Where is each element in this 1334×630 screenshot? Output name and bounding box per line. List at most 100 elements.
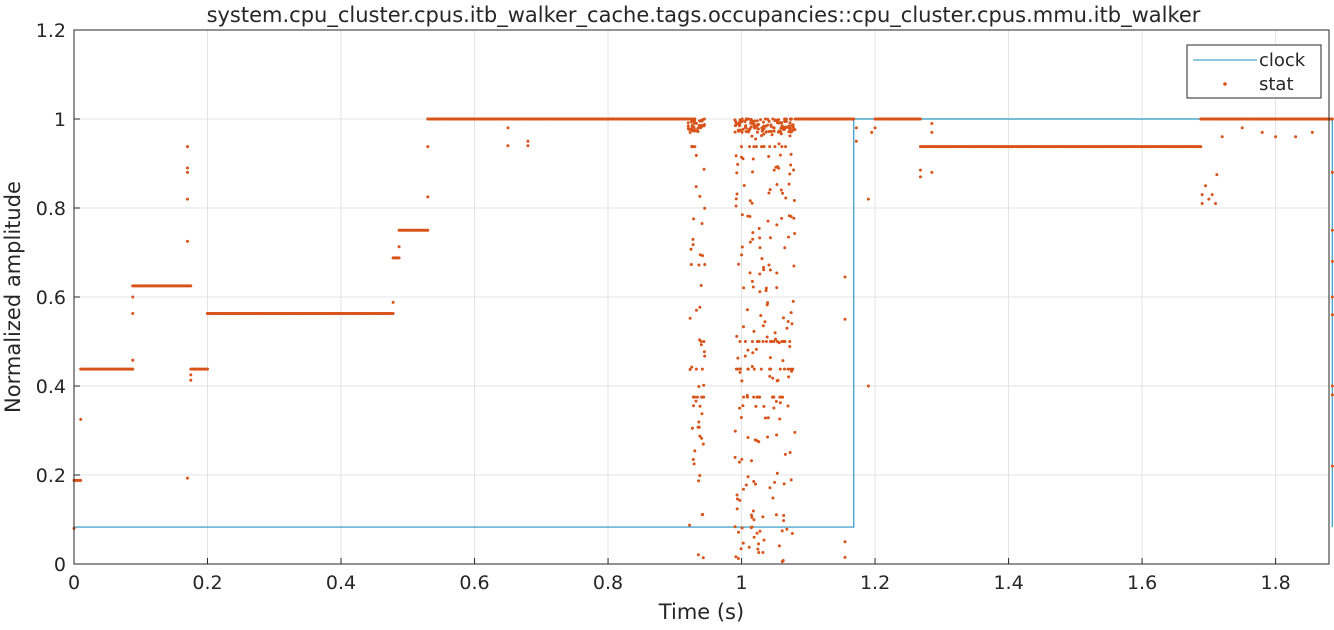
stat-point xyxy=(703,206,707,210)
stat-point xyxy=(761,126,765,130)
stat-point xyxy=(735,497,739,501)
stat-point xyxy=(775,182,779,186)
stat-point xyxy=(776,130,780,134)
x-tick-label: 1 xyxy=(736,572,748,594)
stat-point xyxy=(774,399,778,403)
stat-point xyxy=(786,320,790,323)
legend-stat-label: stat xyxy=(1259,74,1294,95)
stat-point xyxy=(757,395,761,399)
stat-point xyxy=(733,118,737,122)
x-tick-label: 0 xyxy=(68,572,80,594)
stat-point xyxy=(767,119,771,123)
stat-point xyxy=(772,406,776,410)
stat-point xyxy=(755,340,759,343)
stat-point xyxy=(752,518,756,522)
stat-point xyxy=(760,134,764,138)
stat-point xyxy=(700,436,704,440)
stat-point xyxy=(692,462,696,466)
y-axis-ticks: 0 0.2 0.4 0.6 0.8 1 1.2 xyxy=(36,20,80,576)
stat-point xyxy=(740,155,744,159)
stat-point xyxy=(689,263,693,267)
stat-point xyxy=(746,214,750,218)
stat-point xyxy=(918,175,922,179)
stat-point xyxy=(695,395,699,399)
stat-point xyxy=(783,340,787,343)
stat-point xyxy=(694,399,698,403)
stat-point xyxy=(698,434,702,438)
x-tick-label: 0.6 xyxy=(459,572,489,594)
stat-point xyxy=(765,335,769,339)
stat-point xyxy=(699,283,703,287)
stat-point xyxy=(780,340,784,343)
stat-point xyxy=(1200,202,1204,206)
stat-point xyxy=(1207,197,1211,201)
stat-point xyxy=(1294,135,1298,139)
stat-point xyxy=(741,487,745,491)
stat-point xyxy=(742,395,746,399)
stat-point xyxy=(700,395,704,399)
stat-point xyxy=(700,222,704,226)
stat-point xyxy=(773,331,777,335)
stat-point xyxy=(739,145,743,149)
stat-point xyxy=(787,214,791,218)
stat-point xyxy=(1330,259,1334,263)
stat-point xyxy=(754,347,758,351)
stat-point xyxy=(688,131,692,135)
stat-point xyxy=(752,124,756,128)
stat-point xyxy=(748,145,752,149)
stat-point xyxy=(930,121,934,125)
y-tick-label: 0.2 xyxy=(36,465,66,487)
stat-point xyxy=(702,395,706,399)
stat-point xyxy=(1330,228,1334,232)
stat-point xyxy=(782,514,786,518)
stat-point xyxy=(1240,126,1244,130)
stat-point xyxy=(758,290,762,294)
stat-point xyxy=(742,286,746,290)
stat-point xyxy=(690,145,694,149)
stat-point xyxy=(690,426,694,430)
stat-point xyxy=(775,119,779,123)
stat-point xyxy=(734,555,738,559)
stat-point xyxy=(749,513,753,517)
stat-point xyxy=(782,367,786,371)
stat-point xyxy=(740,130,744,134)
stat-point xyxy=(526,144,530,148)
stat-point xyxy=(697,384,701,388)
stat-point xyxy=(746,348,750,352)
stat-point xyxy=(753,438,757,442)
stat-point xyxy=(789,163,793,167)
stat-point xyxy=(757,227,761,231)
stat-point xyxy=(760,145,764,149)
stat-point xyxy=(735,367,739,371)
stat-point xyxy=(780,216,784,220)
legend-clock-label: clock xyxy=(1259,50,1306,71)
stat-point xyxy=(1204,184,1207,188)
stat-point xyxy=(743,354,747,358)
stat-point xyxy=(185,145,189,149)
stat-point xyxy=(747,545,751,549)
stat-point xyxy=(788,134,792,138)
stat-point xyxy=(866,384,870,388)
stat-point xyxy=(789,311,793,315)
stat-point xyxy=(843,540,847,544)
stat-point xyxy=(751,170,755,174)
stat-point xyxy=(779,130,783,134)
stat-point xyxy=(777,121,781,125)
stat-point xyxy=(687,127,691,131)
y-tick-label: 0 xyxy=(54,554,66,576)
stat-point xyxy=(702,123,706,127)
stat-point xyxy=(741,127,745,131)
stat-point xyxy=(741,404,745,408)
stat-point xyxy=(698,253,702,257)
stat-point xyxy=(739,547,743,551)
stat-point xyxy=(131,358,135,362)
stat-point xyxy=(693,145,697,149)
stat-point xyxy=(775,223,779,227)
grid xyxy=(73,29,1329,565)
stat-point xyxy=(757,440,761,444)
stat-point xyxy=(1199,145,1203,149)
stat-point xyxy=(757,550,761,554)
stat-point xyxy=(738,118,742,122)
